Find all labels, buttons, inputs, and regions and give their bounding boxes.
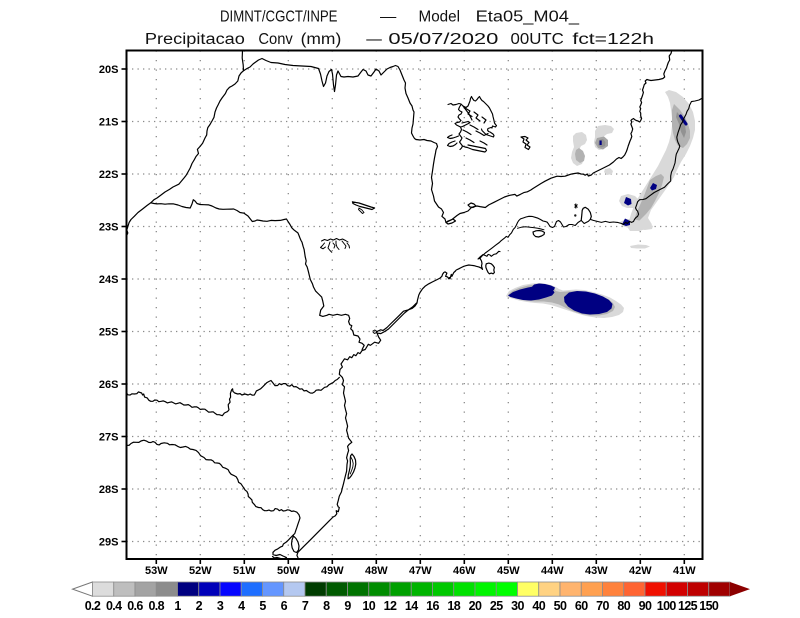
svg-text:Conv: Conv	[258, 31, 293, 48]
svg-text:27S: 27S	[99, 432, 119, 444]
svg-text:26S: 26S	[99, 379, 119, 391]
svg-text:25: 25	[490, 599, 503, 613]
svg-text:50W: 50W	[277, 565, 300, 577]
svg-text:3: 3	[217, 599, 224, 613]
svg-text:8: 8	[323, 599, 330, 613]
svg-text:7: 7	[302, 599, 309, 613]
svg-text:4: 4	[238, 599, 245, 613]
svg-text:41W: 41W	[673, 565, 696, 577]
svg-text:24S: 24S	[99, 274, 119, 286]
svg-text:18: 18	[447, 599, 460, 613]
svg-text:150: 150	[699, 599, 719, 613]
svg-text:5: 5	[259, 599, 266, 613]
svg-text:70: 70	[596, 599, 609, 613]
svg-text:20: 20	[469, 599, 482, 613]
svg-text:14: 14	[405, 599, 418, 613]
svg-text:50: 50	[554, 599, 567, 613]
svg-text:0.6: 0.6	[127, 599, 143, 613]
svg-text:6: 6	[281, 599, 288, 613]
svg-text:25S: 25S	[99, 327, 119, 339]
svg-text:29S: 29S	[99, 537, 119, 549]
svg-text:9: 9	[344, 599, 351, 613]
svg-text:0.2: 0.2	[85, 599, 101, 613]
svg-text:49W: 49W	[321, 565, 344, 577]
svg-text:fct=122h: fct=122h	[572, 31, 654, 48]
svg-text:20S: 20S	[99, 64, 119, 76]
svg-text:05/07/2020: 05/07/2020	[388, 31, 499, 48]
svg-text:Model: Model	[419, 9, 461, 26]
svg-text:42W: 42W	[629, 565, 652, 577]
svg-text:16: 16	[426, 599, 439, 613]
svg-text:48W: 48W	[365, 565, 388, 577]
svg-text:2: 2	[196, 599, 203, 613]
svg-text:0.8: 0.8	[148, 599, 164, 613]
svg-text:—: —	[366, 31, 382, 48]
svg-text:—: —	[380, 9, 397, 26]
svg-text:45W: 45W	[497, 565, 520, 577]
svg-text:60: 60	[575, 599, 588, 613]
svg-text:23S: 23S	[99, 222, 119, 234]
svg-text:(mm): (mm)	[301, 31, 342, 48]
svg-text:53W: 53W	[145, 565, 168, 577]
svg-text:47W: 47W	[409, 565, 432, 577]
svg-text:10: 10	[362, 599, 375, 613]
svg-text:00UTC: 00UTC	[511, 31, 564, 48]
svg-text:22S: 22S	[99, 169, 119, 181]
svg-text:43W: 43W	[585, 565, 608, 577]
svg-text:0.4: 0.4	[106, 599, 122, 613]
svg-text:100: 100	[657, 599, 677, 613]
svg-text:1: 1	[174, 599, 181, 613]
svg-text:21S: 21S	[99, 117, 119, 129]
svg-text:44W: 44W	[541, 565, 564, 577]
svg-text:80: 80	[617, 599, 630, 613]
svg-text:125: 125	[678, 599, 698, 613]
svg-text:52W: 52W	[189, 565, 212, 577]
svg-text:Precipitacao: Precipitacao	[145, 31, 245, 48]
svg-text:46W: 46W	[453, 565, 476, 577]
svg-text:40: 40	[532, 599, 545, 613]
svg-text:12: 12	[384, 599, 397, 613]
svg-text:28S: 28S	[99, 484, 119, 496]
svg-text:51W: 51W	[233, 565, 256, 577]
svg-text:DIMNT/CGCT/INPE: DIMNT/CGCT/INPE	[220, 9, 338, 26]
svg-text:90: 90	[639, 599, 652, 613]
svg-text:Eta05_M04_: Eta05_M04_	[476, 9, 580, 26]
svg-text:30: 30	[511, 599, 524, 613]
